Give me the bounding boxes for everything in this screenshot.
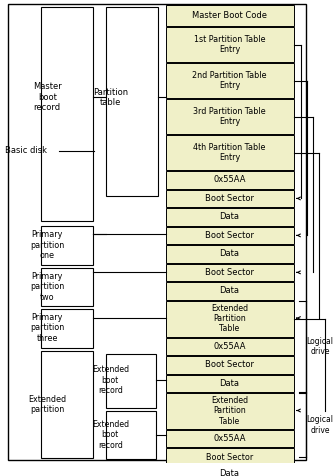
Bar — [41, 351, 93, 458]
Text: Master
boot
record: Master boot record — [33, 82, 62, 112]
Text: 4th Partition Table
Entry: 4th Partition Table Entry — [193, 143, 266, 162]
Bar — [107, 354, 156, 407]
Bar — [166, 465, 294, 476]
Text: Boot Sector: Boot Sector — [206, 453, 253, 462]
Text: Extended
Partition
Table: Extended Partition Table — [211, 304, 248, 334]
Bar — [166, 264, 294, 281]
Text: Logical
drive: Logical drive — [307, 337, 334, 356]
Text: Boot Sector: Boot Sector — [205, 268, 254, 277]
Text: Boot Sector: Boot Sector — [205, 360, 254, 369]
Bar — [166, 190, 294, 207]
Bar — [166, 337, 294, 355]
Bar — [166, 356, 294, 374]
Bar — [166, 375, 294, 392]
Bar — [166, 282, 294, 299]
Bar — [41, 7, 93, 221]
Text: Data: Data — [219, 249, 240, 258]
Text: Primary
partition
three: Primary partition three — [30, 313, 65, 343]
Bar — [107, 7, 158, 197]
Bar — [166, 5, 294, 26]
Bar — [166, 448, 294, 466]
Text: Partition
table: Partition table — [93, 88, 128, 107]
Text: 3rd Partition Table
Entry: 3rd Partition Table Entry — [193, 107, 266, 127]
Text: 1st Partition Table
Entry: 1st Partition Table Entry — [194, 35, 265, 54]
Text: 0x55AA: 0x55AA — [213, 342, 246, 351]
Text: Data: Data — [219, 469, 240, 476]
Text: Basic disk: Basic disk — [5, 146, 47, 155]
Text: Boot Sector: Boot Sector — [205, 231, 254, 240]
Text: Extended
boot
record: Extended boot record — [92, 366, 129, 395]
Bar — [166, 99, 294, 134]
Bar — [41, 268, 93, 307]
Bar — [166, 171, 294, 188]
Bar — [107, 410, 156, 459]
Text: Data: Data — [219, 287, 240, 295]
Bar — [166, 135, 294, 170]
Bar — [166, 300, 294, 337]
Text: Data: Data — [219, 379, 240, 388]
Text: Master Boot Code: Master Boot Code — [192, 11, 267, 20]
Text: Extended
boot
record: Extended boot record — [92, 420, 129, 450]
Text: 0x55AA: 0x55AA — [213, 176, 246, 185]
Text: Extended
Partition
Table: Extended Partition Table — [211, 396, 248, 426]
Bar — [166, 245, 294, 263]
Text: Logical
drive: Logical drive — [307, 416, 334, 435]
Bar — [41, 309, 93, 348]
Bar — [166, 227, 294, 244]
Text: Primary
partition
two: Primary partition two — [30, 272, 65, 302]
Bar — [41, 226, 93, 265]
Bar — [166, 430, 294, 447]
Bar — [166, 393, 294, 429]
Text: 2nd Partition Table
Entry: 2nd Partition Table Entry — [192, 71, 267, 90]
Text: Data: Data — [219, 212, 240, 221]
Bar — [166, 63, 294, 98]
Bar — [166, 208, 294, 226]
Bar — [166, 27, 294, 62]
Text: 0x55AA: 0x55AA — [213, 434, 246, 443]
Text: Boot Sector: Boot Sector — [205, 194, 254, 203]
Text: Primary
partition
one: Primary partition one — [30, 230, 65, 260]
Text: Extended
partition: Extended partition — [28, 395, 66, 415]
